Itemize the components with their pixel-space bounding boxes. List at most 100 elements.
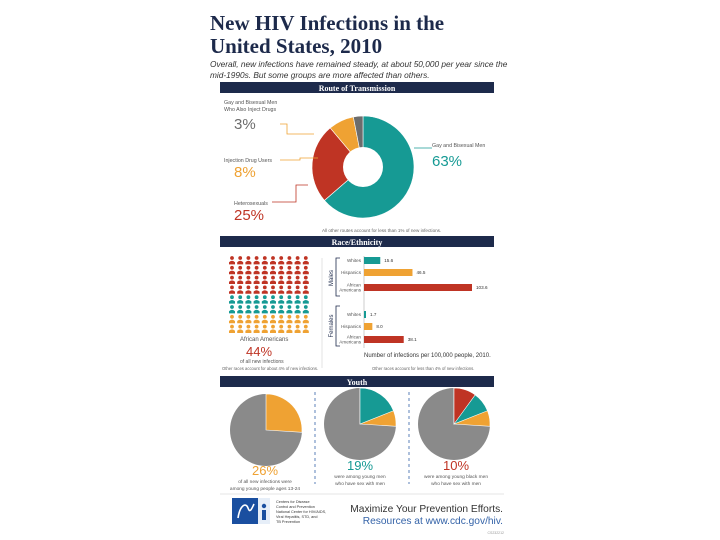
youth-pct-1: 26% — [252, 463, 278, 478]
person-icon-head — [271, 295, 275, 300]
person-icon-body — [261, 270, 268, 275]
person-icon-head — [262, 314, 267, 319]
person-icon-body — [286, 329, 293, 333]
person-icon-head — [254, 324, 259, 329]
person-icon-head — [254, 295, 259, 300]
person-icon-body — [245, 300, 252, 304]
youth-caption-1b: among young people ages 13-24 — [230, 486, 300, 492]
person-icon-body — [253, 300, 260, 304]
person-icon-body — [278, 309, 285, 314]
person-icon-body — [253, 260, 260, 265]
person-icon-body — [245, 260, 252, 265]
person-icon-head — [271, 265, 275, 270]
people-icon-grid — [229, 256, 309, 333]
label-msm-idu-2: Who Also Inject Drugs — [224, 107, 276, 113]
person-icon-body — [278, 290, 285, 294]
person-icon-head — [238, 275, 243, 280]
person-icon-body — [302, 280, 309, 284]
youth-pie-slice-young-people — [265, 393, 303, 433]
youth-header-bar — [220, 376, 494, 387]
person-icon-body — [302, 260, 309, 265]
bar-category-label: Hispanics — [341, 270, 362, 275]
person-icon-head — [262, 295, 267, 300]
person-icon-body — [237, 309, 244, 314]
person-icon-head — [287, 275, 292, 280]
person-icon-body — [229, 329, 235, 333]
donut-hole — [343, 147, 383, 187]
person-icon-body — [302, 300, 309, 304]
cta-line-1: Maximize Your Prevention Efforts. — [350, 504, 503, 515]
person-icon-body — [261, 280, 268, 284]
bar-females — [364, 311, 366, 318]
slice-heterosexuals — [311, 127, 364, 201]
person-icon-body — [286, 309, 293, 314]
route-footnote: All other routes account for less than 1… — [322, 228, 441, 233]
cdc-text-4: Viral Hepatitis, STD, and — [276, 515, 318, 519]
subtitle-line-2: mid-1990s. But some groups are more affe… — [210, 70, 430, 80]
person-icon-head — [287, 295, 292, 300]
cta-line-2[interactable]: Resources at www.cdc.gov/hiv. — [363, 516, 503, 527]
person-icon-head — [254, 275, 259, 280]
person-icon-body — [286, 300, 293, 304]
youth-pct-2: 19% — [347, 458, 373, 473]
race-footnote-left: Other races account for about 4% of new … — [222, 366, 318, 371]
route-pie — [311, 115, 415, 219]
person-icon-body — [302, 290, 309, 294]
person-icon-head — [254, 314, 259, 319]
person-icon-body — [229, 309, 235, 314]
person-icon-body — [294, 270, 301, 275]
label-hetero: Heterosexuals — [234, 201, 268, 207]
person-icon-body — [270, 319, 276, 324]
person-icon-head — [246, 265, 251, 270]
bar-value-label: 8.0 — [376, 324, 383, 329]
person-icon-head — [295, 314, 300, 319]
person-icon-body — [245, 329, 252, 333]
person-icon-body — [245, 319, 252, 324]
person-icon-head — [246, 285, 251, 290]
cdc-text-3: National Center for HIV/AIDS, — [276, 510, 326, 514]
person-icon-body — [294, 329, 301, 333]
person-icon-head — [246, 314, 251, 319]
title-line-2: United States, 2010 — [210, 34, 382, 58]
person-icon-head — [303, 256, 308, 260]
person-icon-head — [238, 305, 243, 309]
bar-females — [364, 323, 373, 330]
person-icon-body — [278, 270, 285, 275]
person-icon-body — [286, 280, 293, 284]
person-icon-body — [302, 309, 309, 314]
person-icon-head — [254, 285, 259, 290]
person-icon-head — [303, 305, 308, 309]
person-icon-head — [262, 324, 267, 329]
youth-pie-slice-young-black-msm — [453, 387, 476, 425]
person-icon-body — [229, 290, 235, 294]
person-icon-head — [295, 275, 300, 280]
person-icon-body — [294, 280, 301, 284]
person-icon-body — [229, 260, 235, 265]
person-icon-body — [294, 309, 301, 314]
person-icon-head — [295, 324, 300, 329]
person-icon-head — [246, 324, 251, 329]
person-icon-head — [238, 285, 243, 290]
bar-value-label: 46.5 — [416, 270, 425, 275]
person-icon-head — [230, 295, 234, 300]
person-icon-head — [287, 305, 292, 309]
race-bars: Whites 15.6 Hispanics 46.5 African Americans 1… — [339, 257, 488, 345]
person-icon-body — [229, 300, 235, 304]
person-icon-body — [237, 280, 244, 284]
label-idu: Injection Drug Users — [224, 158, 272, 164]
race-axis-title: Number of infections per 100,000 people,… — [364, 353, 491, 359]
person-icon-head — [262, 305, 267, 309]
person-icon-body — [286, 319, 293, 324]
label-msm: Gay and Bisexual Men — [432, 143, 485, 149]
pct-hetero: 25% — [234, 207, 264, 224]
person-icon-body — [237, 260, 244, 265]
cdc-text-1: Centers for Disease — [276, 500, 310, 504]
person-icon-head — [271, 305, 275, 309]
race-group-pct: 44% — [246, 344, 272, 359]
person-icon-body — [253, 270, 260, 275]
person-icon-head — [303, 314, 308, 319]
person-icon-head — [262, 285, 267, 290]
pct-msm-idu: 3% — [234, 116, 256, 133]
leader-line-hetero — [272, 184, 308, 203]
